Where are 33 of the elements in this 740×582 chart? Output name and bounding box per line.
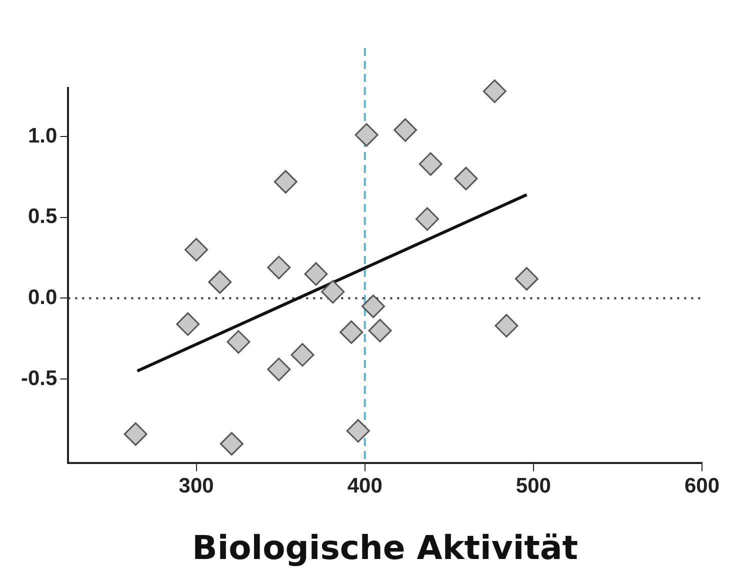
point xyxy=(304,262,328,286)
point xyxy=(346,419,370,443)
point xyxy=(418,152,442,176)
x-tick-label: 500 xyxy=(516,474,551,498)
y-tick-label: 1.0 xyxy=(28,124,58,148)
point xyxy=(184,238,208,262)
point xyxy=(415,207,439,231)
x-tick-label: 300 xyxy=(178,474,214,498)
point xyxy=(220,432,244,456)
point xyxy=(290,343,314,367)
point xyxy=(354,123,378,147)
point xyxy=(274,170,298,194)
point xyxy=(321,280,345,304)
point xyxy=(514,267,538,291)
point xyxy=(454,166,478,190)
point xyxy=(124,422,148,446)
y-tick-label: 0.5 xyxy=(28,205,58,228)
y-tick-label: 0.0 xyxy=(28,286,58,310)
x-tick-label: 400 xyxy=(347,474,382,498)
point xyxy=(394,118,418,142)
point xyxy=(267,358,291,382)
point xyxy=(494,314,518,338)
point xyxy=(340,320,364,344)
point xyxy=(267,256,291,280)
x-axis-title: Biologische Aktivität xyxy=(192,528,578,567)
point xyxy=(368,318,392,342)
point xyxy=(226,330,250,354)
y-tick-label: -0.5 xyxy=(21,366,58,390)
x-tick-label: 600 xyxy=(684,474,720,498)
point xyxy=(176,312,200,336)
point xyxy=(362,294,386,318)
point xyxy=(208,270,232,294)
point xyxy=(482,79,506,103)
